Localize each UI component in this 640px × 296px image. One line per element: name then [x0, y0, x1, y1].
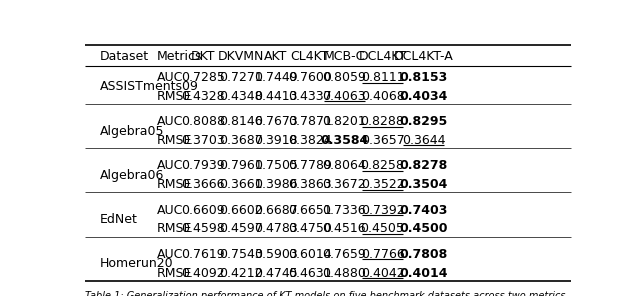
Text: 0.4413: 0.4413 [254, 90, 298, 103]
Text: 0.7543: 0.7543 [220, 248, 263, 261]
Text: AUC: AUC [157, 248, 183, 261]
Text: RMSE: RMSE [157, 90, 192, 103]
Text: 0.3644: 0.3644 [402, 134, 445, 147]
Text: 0.3703: 0.3703 [181, 134, 225, 147]
Text: 0.8146: 0.8146 [220, 115, 263, 128]
Text: AUC: AUC [157, 71, 183, 84]
Text: 0.4516: 0.4516 [323, 222, 366, 235]
Text: 0.6609: 0.6609 [181, 204, 225, 217]
Text: 0.8201: 0.8201 [323, 115, 366, 128]
Text: DCL4KT-A: DCL4KT-A [394, 49, 454, 62]
Text: AUC: AUC [157, 204, 183, 217]
Text: 0.6651: 0.6651 [288, 204, 332, 217]
Text: Homerun20: Homerun20 [100, 257, 173, 270]
Text: 0.4597: 0.4597 [220, 222, 263, 235]
Text: 0.4042: 0.4042 [361, 267, 404, 280]
Text: 0.4880: 0.4880 [323, 267, 366, 280]
Text: 0.3824: 0.3824 [288, 134, 332, 147]
Text: ASSISTments09: ASSISTments09 [100, 81, 198, 93]
Text: DKT: DKT [191, 49, 215, 62]
Text: 0.8153: 0.8153 [399, 71, 448, 84]
Text: 0.7600: 0.7600 [288, 71, 332, 84]
Text: 0.4092: 0.4092 [181, 267, 225, 280]
Text: 0.3522: 0.3522 [361, 178, 404, 191]
Text: DCL4KT: DCL4KT [358, 49, 406, 62]
Text: 0.7403: 0.7403 [399, 204, 448, 217]
Text: 0.4068: 0.4068 [361, 90, 404, 103]
Text: MCB-C: MCB-C [324, 49, 365, 62]
Text: 0.7789: 0.7789 [288, 160, 332, 173]
Text: 0.8059: 0.8059 [323, 71, 366, 84]
Text: 0.7392: 0.7392 [361, 204, 404, 217]
Text: 0.3584: 0.3584 [320, 134, 369, 147]
Text: 0.7285: 0.7285 [181, 71, 225, 84]
Text: 0.3661: 0.3661 [220, 178, 263, 191]
Text: AKT: AKT [264, 49, 287, 62]
Text: 0.4750: 0.4750 [288, 222, 332, 235]
Text: Algebra05: Algebra05 [100, 125, 164, 138]
Text: 0.7871: 0.7871 [288, 115, 332, 128]
Text: EdNet: EdNet [100, 213, 138, 226]
Text: 0.7808: 0.7808 [399, 248, 448, 261]
Text: 0.8111: 0.8111 [361, 71, 404, 84]
Text: 0.4500: 0.4500 [399, 222, 448, 235]
Text: 0.4745: 0.4745 [254, 267, 298, 280]
Text: RMSE: RMSE [157, 222, 192, 235]
Text: CL4KT: CL4KT [291, 49, 329, 62]
Text: 0.7619: 0.7619 [181, 248, 225, 261]
Text: Metrics: Metrics [157, 49, 202, 62]
Text: 0.8278: 0.8278 [399, 160, 448, 173]
Text: 0.7659: 0.7659 [323, 248, 366, 261]
Text: 0.7673: 0.7673 [254, 115, 298, 128]
Text: AUC: AUC [157, 115, 183, 128]
Text: 0.3504: 0.3504 [399, 178, 448, 191]
Text: 0.8295: 0.8295 [399, 115, 448, 128]
Text: 0.3657: 0.3657 [361, 134, 404, 147]
Text: Dataset: Dataset [100, 49, 149, 62]
Text: 0.3672: 0.3672 [323, 178, 366, 191]
Text: 0.3986: 0.3986 [254, 178, 298, 191]
Text: 0.7505: 0.7505 [254, 160, 298, 173]
Text: 0.4337: 0.4337 [288, 90, 332, 103]
Text: 0.4212: 0.4212 [220, 267, 263, 280]
Text: 0.5903: 0.5903 [254, 248, 298, 261]
Text: 0.8258: 0.8258 [360, 160, 404, 173]
Text: 0.7961: 0.7961 [220, 160, 263, 173]
Text: 0.3863: 0.3863 [288, 178, 332, 191]
Text: 0.7766: 0.7766 [361, 248, 404, 261]
Text: RMSE: RMSE [157, 267, 192, 280]
Text: 0.7271: 0.7271 [220, 71, 263, 84]
Text: 0.8288: 0.8288 [360, 115, 404, 128]
Text: 0.4063: 0.4063 [323, 90, 366, 103]
Text: AUC: AUC [157, 160, 183, 173]
Text: 0.4783: 0.4783 [254, 222, 298, 235]
Text: 0.7336: 0.7336 [323, 204, 366, 217]
Text: 0.8088: 0.8088 [181, 115, 225, 128]
Text: Algebra06: Algebra06 [100, 169, 164, 182]
Text: 0.4348: 0.4348 [220, 90, 263, 103]
Text: 0.4598: 0.4598 [181, 222, 225, 235]
Text: 0.6602: 0.6602 [220, 204, 263, 217]
Text: 0.6687: 0.6687 [254, 204, 298, 217]
Text: DKVMN: DKVMN [218, 49, 264, 62]
Text: 0.3666: 0.3666 [181, 178, 225, 191]
Text: 0.4631: 0.4631 [288, 267, 332, 280]
Text: RMSE: RMSE [157, 134, 192, 147]
Text: 0.3918: 0.3918 [254, 134, 298, 147]
Text: Table 1: Generalization performance of KT models on five benchmark datasets acro: Table 1: Generalization performance of K… [85, 291, 568, 296]
Text: 0.7449: 0.7449 [254, 71, 298, 84]
Text: 0.3687: 0.3687 [220, 134, 263, 147]
Text: 0.4014: 0.4014 [399, 267, 448, 280]
Text: 0.7939: 0.7939 [181, 160, 225, 173]
Text: 0.4328: 0.4328 [181, 90, 225, 103]
Text: 0.4505: 0.4505 [360, 222, 404, 235]
Text: RMSE: RMSE [157, 178, 192, 191]
Text: 0.8064: 0.8064 [323, 160, 366, 173]
Text: 0.4034: 0.4034 [399, 90, 448, 103]
Text: 0.6014: 0.6014 [288, 248, 332, 261]
